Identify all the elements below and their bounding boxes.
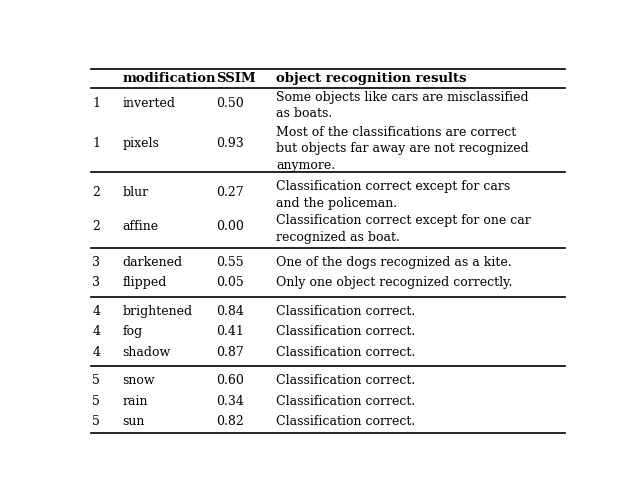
Text: snow: snow — [122, 374, 155, 387]
Text: 5: 5 — [92, 415, 100, 428]
Text: 2: 2 — [92, 186, 100, 199]
Text: 0.27: 0.27 — [216, 186, 244, 199]
Text: fog: fog — [122, 325, 143, 338]
Text: pixels: pixels — [122, 137, 159, 150]
Text: 0.60: 0.60 — [216, 374, 244, 387]
Text: 0.00: 0.00 — [216, 220, 244, 233]
Text: One of the dogs recognized as a kite.: One of the dogs recognized as a kite. — [276, 256, 511, 269]
Text: shadow: shadow — [122, 346, 170, 359]
Text: 1: 1 — [92, 97, 100, 110]
Text: 0.05: 0.05 — [216, 277, 244, 289]
Text: 5: 5 — [92, 374, 100, 387]
Text: 5: 5 — [92, 395, 100, 408]
Text: SSIM: SSIM — [216, 72, 256, 85]
Text: 4: 4 — [92, 325, 100, 338]
Text: inverted: inverted — [122, 97, 175, 110]
Text: modification: modification — [122, 72, 216, 85]
Text: Some objects like cars are misclassified
as boats.: Some objects like cars are misclassified… — [276, 91, 529, 120]
Text: Most of the classifications are correct
but objects far away are not recognized
: Most of the classifications are correct … — [276, 126, 529, 172]
Text: Only one object recognized correctly.: Only one object recognized correctly. — [276, 277, 513, 289]
Text: 3: 3 — [92, 256, 100, 269]
Text: Classification correct.: Classification correct. — [276, 374, 415, 387]
Text: brightened: brightened — [122, 305, 192, 318]
Text: 1: 1 — [92, 137, 100, 150]
Text: Classification correct except for one car
recognized as boat.: Classification correct except for one ca… — [276, 214, 531, 244]
Text: rain: rain — [122, 395, 148, 408]
Text: 2: 2 — [92, 220, 100, 233]
Text: Classification correct.: Classification correct. — [276, 305, 415, 318]
Text: 4: 4 — [92, 305, 100, 318]
Text: Classification correct.: Classification correct. — [276, 395, 415, 408]
Text: object recognition results: object recognition results — [276, 72, 467, 85]
Text: 0.41: 0.41 — [216, 325, 244, 338]
Text: 0.50: 0.50 — [216, 97, 244, 110]
Text: Classification correct.: Classification correct. — [276, 415, 415, 428]
Text: 0.55: 0.55 — [216, 256, 244, 269]
Text: Classification correct.: Classification correct. — [276, 346, 415, 359]
Text: blur: blur — [122, 186, 148, 199]
Text: affine: affine — [122, 220, 158, 233]
Text: 0.93: 0.93 — [216, 137, 244, 150]
Text: 0.84: 0.84 — [216, 305, 244, 318]
Text: flipped: flipped — [122, 277, 166, 289]
Text: 4: 4 — [92, 346, 100, 359]
Text: 0.34: 0.34 — [216, 395, 244, 408]
Text: 0.82: 0.82 — [216, 415, 244, 428]
Text: darkened: darkened — [122, 256, 182, 269]
Text: sun: sun — [122, 415, 145, 428]
Text: 3: 3 — [92, 277, 100, 289]
Text: 0.87: 0.87 — [216, 346, 244, 359]
Text: Classification correct except for cars
and the policeman.: Classification correct except for cars a… — [276, 180, 510, 210]
Text: Classification correct.: Classification correct. — [276, 325, 415, 338]
